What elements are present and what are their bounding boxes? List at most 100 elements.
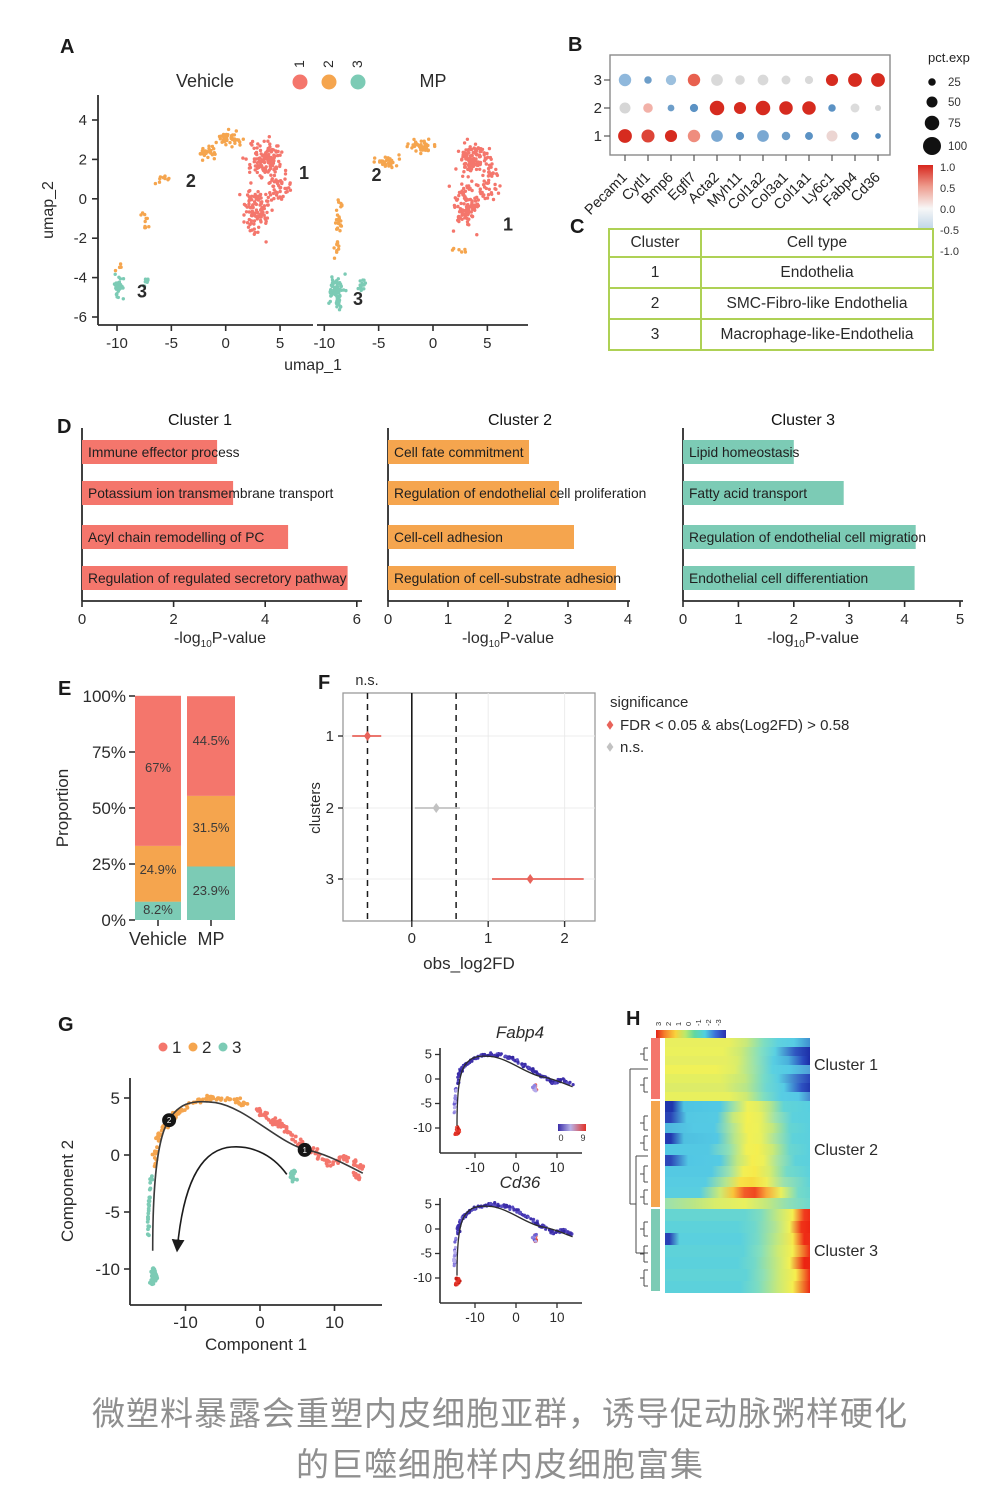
svg-text:4: 4 (79, 112, 87, 129)
svg-text:-1.0: -1.0 (940, 246, 959, 258)
svg-text:2: 2 (326, 800, 334, 817)
heatmap-cluster-strip (651, 1038, 660, 1293)
svg-text:-3: -3 (714, 1019, 723, 1026)
svg-text:0: 0 (408, 930, 416, 947)
panel-label-a: A (60, 36, 75, 58)
svg-text:1: 1 (172, 1038, 181, 1057)
y-axis-label: Proportion (53, 769, 72, 847)
svg-text:3: 3 (326, 871, 334, 888)
percent-label: 8.2% (143, 902, 173, 917)
panel-label-b: B (568, 34, 583, 56)
svg-text:25: 25 (948, 77, 961, 89)
svg-text:-10: -10 (465, 1310, 485, 1325)
svg-text:5: 5 (276, 335, 284, 352)
legend-label-3: 3 (349, 60, 365, 68)
trajectory-curve (151, 1100, 364, 1251)
svg-text:100: 100 (948, 141, 967, 153)
svg-text:5: 5 (483, 335, 491, 352)
cluster-label-3: 3 (353, 289, 363, 309)
x-axis-label: umap_1 (284, 357, 342, 374)
bar-label: Regulation of endothelial cell prolifera… (394, 486, 646, 501)
trajectory-fabp4: Fabp4 5 0 -5 -10 -10 0 10 0 9 (413, 1023, 586, 1175)
svg-text:50%: 50% (92, 799, 126, 818)
svg-text:6: 6 (353, 611, 361, 628)
bar-label: Endothelial cell differentiation (689, 571, 868, 586)
bar-label: Immune effector process (88, 445, 240, 460)
svg-text:0%: 0% (101, 911, 126, 930)
figure-caption: 微塑料暴露会重塑内皮细胞亚群，诱导促动脉粥样硬化 的巨噬细胞样内皮细胞富集 (0, 1388, 1000, 1490)
table-row: 1 Endothelia (608, 256, 934, 289)
svg-text:-2: -2 (704, 1019, 713, 1026)
cluster-table-wrap: Cluster Cell type 1 Endothelia 2 SMC-Fibro-… (608, 228, 934, 351)
svg-text:-10: -10 (106, 335, 128, 352)
cluster-label-3: 3 (137, 281, 147, 301)
svg-text:2: 2 (79, 151, 87, 168)
svg-text:1: 1 (302, 1146, 307, 1155)
percent-label: 31.5% (193, 820, 230, 835)
x-axis-label: Component 1 (205, 1335, 307, 1354)
table-row: 2 SMC-Fibro-like Endothelia (608, 287, 934, 320)
svg-text:1: 1 (674, 1022, 683, 1026)
svg-text:100%: 100% (83, 687, 126, 706)
bar-label: Regulation of cell-substrate adhesion (394, 571, 621, 586)
svg-text:1: 1 (734, 611, 742, 628)
svg-text:0: 0 (429, 335, 437, 352)
svg-text:-5: -5 (105, 1203, 120, 1222)
svg-text:0.0: 0.0 (940, 204, 955, 216)
branch-node-1 (297, 1142, 312, 1157)
cluster-label-2: 2 (371, 165, 381, 185)
expression-colorbar (558, 1124, 586, 1131)
svg-text:0: 0 (111, 1146, 120, 1165)
svg-text:1: 1 (594, 128, 602, 145)
cluster-cell-type-table: Cluster Cell type 1 Endothelia 2 SMC-Fibro-… (608, 228, 934, 351)
dendrogram (629, 1047, 648, 1287)
legend-title: significance (610, 694, 688, 711)
x-cat-vehicle: Vehicle (129, 929, 187, 949)
cluster-label-2: 2 (186, 171, 196, 191)
table-header-cell-type: Cell type (700, 228, 934, 258)
caption-line-2: 的巨噬细胞样内皮细胞富集 (296, 1446, 704, 1484)
legend-item: n.s. (620, 739, 644, 756)
svg-text:3: 3 (594, 72, 602, 89)
svg-text:2: 2 (790, 611, 798, 628)
svg-text:3: 3 (564, 611, 572, 628)
svg-text:5: 5 (425, 1197, 432, 1212)
pct-exp-legend-title: pct.exp (928, 50, 970, 65)
svg-text:0: 0 (558, 1133, 563, 1143)
svg-text:0: 0 (679, 611, 687, 628)
svg-text:75: 75 (948, 118, 961, 130)
x-axis-label: -log10P-value (174, 630, 266, 650)
bar-label: Lipid homeostasis (689, 445, 800, 460)
bar-label: Cell fate commitment (394, 445, 524, 460)
svg-text:-10: -10 (465, 1160, 485, 1175)
subplot-title: Fabp4 (496, 1023, 544, 1042)
cluster-label-1: 1 (299, 163, 309, 183)
svg-text:-10: -10 (173, 1313, 198, 1332)
bar-label: Potassium ion transmembrane transport (88, 486, 334, 501)
trajectory-main: 1 2 3 -10 0 10 5 0 -5 -10 Component 1 Component 2 1 2 (58, 1038, 382, 1354)
svg-text:-2: -2 (74, 230, 87, 247)
branch-node-2 (162, 1113, 177, 1128)
cluster-label-1: 1 (503, 214, 513, 234)
percent-label: 23.9% (193, 883, 230, 898)
svg-text:4: 4 (624, 611, 632, 628)
legend-item: FDR < 0.05 & abs(Log2FD) > 0.58 (620, 717, 849, 734)
svg-text:-5: -5 (372, 335, 385, 352)
panel-label-f: F (318, 672, 331, 694)
svg-text:2: 2 (167, 1116, 172, 1125)
heatmap-cluster-label: Cluster 1 (814, 1057, 878, 1074)
x-axis-label: -log10P-value (462, 630, 554, 650)
facet-title-mp: MP (420, 71, 447, 91)
svg-text:-1: -1 (694, 1019, 703, 1026)
svg-text:3: 3 (654, 1022, 663, 1026)
svg-text:0: 0 (425, 1071, 432, 1086)
bar-label: Fatty acid transport (689, 486, 807, 501)
caption-line-1: 微塑料暴露会重塑内皮细胞亚群，诱导促动脉粥样硬化 (92, 1395, 908, 1432)
legend-dot-1 (292, 74, 308, 90)
heatmap-grid (665, 1038, 810, 1293)
svg-text:5: 5 (111, 1089, 120, 1108)
svg-text:0: 0 (384, 611, 392, 628)
x-axis-label: -log10P-value (767, 630, 859, 650)
svg-text:2: 2 (504, 611, 512, 628)
svg-text:10: 10 (549, 1310, 564, 1325)
